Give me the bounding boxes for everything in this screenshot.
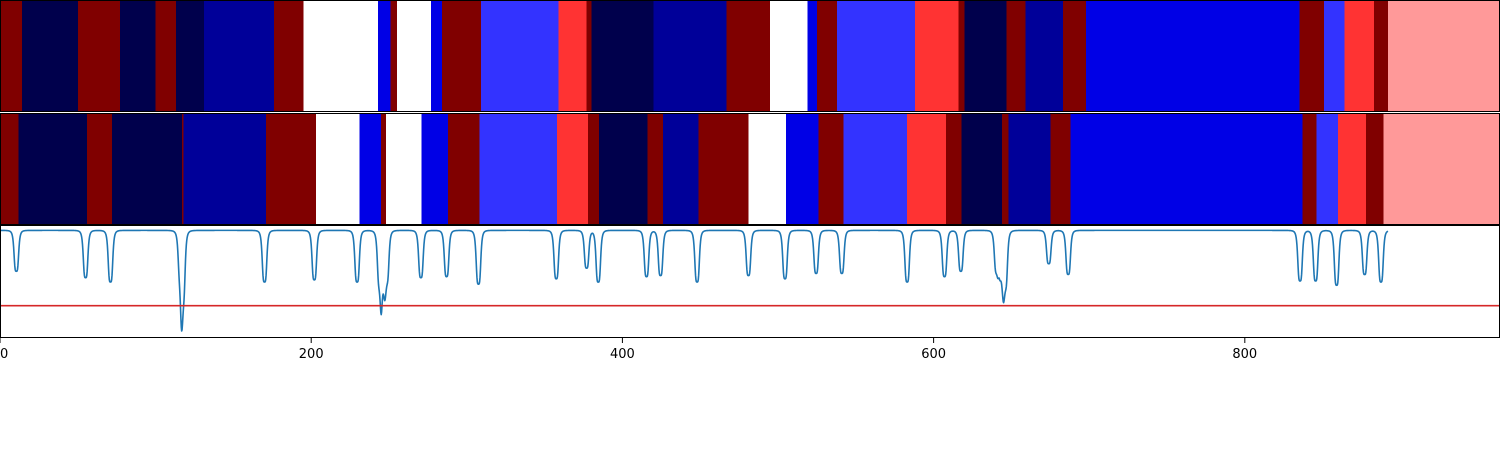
heatmap-cell	[914, 0, 959, 112]
heatmap-cell	[112, 113, 183, 225]
heatmap-cell	[1062, 0, 1087, 112]
heatmap-cell	[770, 0, 808, 112]
heatmap-cell	[1302, 113, 1317, 225]
heatmap-cell	[441, 0, 482, 112]
heatmap-cell	[1366, 113, 1384, 225]
heatmap-cell	[396, 0, 432, 112]
heatmap-cell	[586, 0, 592, 112]
heatmap-cell	[558, 0, 588, 112]
heatmap-cell	[726, 0, 771, 112]
heatmap-cell	[1086, 0, 1300, 112]
heatmap-cell	[748, 113, 787, 225]
heatmap-cell	[378, 0, 391, 112]
heatmap-cell	[591, 0, 654, 112]
heatmap-cell	[961, 113, 1003, 225]
heatmap-cell	[1006, 0, 1026, 112]
heatmap-cell	[175, 0, 205, 112]
heatmap-cell	[77, 0, 121, 112]
x-axis: 0 200 400 600 800	[0, 338, 1257, 362]
heatmap-cell	[662, 113, 700, 225]
heatmap-cell	[1070, 113, 1303, 225]
heatmap-cell	[599, 113, 648, 225]
heatmap-cell	[946, 113, 963, 225]
signal-panel	[0, 229, 1500, 332]
heatmap-cell	[1344, 0, 1375, 112]
heatmap-cell	[1324, 0, 1345, 112]
x-tick-label: 0	[0, 347, 8, 362]
heatmap-cell	[381, 113, 387, 225]
heatmap-cell	[203, 0, 275, 112]
heatmap-cell	[958, 0, 966, 112]
x-tick-label: 800	[1232, 347, 1257, 362]
heatmap-cell	[653, 0, 728, 112]
x-tick-label: 400	[610, 347, 635, 362]
heatmap-cell	[1373, 0, 1389, 112]
heatmap-cell	[698, 113, 749, 225]
heatmap-cell	[837, 0, 916, 112]
heatmap-cell	[0, 113, 20, 225]
heatmap-cell	[21, 0, 79, 112]
heatmap-cell	[183, 113, 267, 225]
heatmap-cell	[315, 113, 360, 225]
heatmap-cell	[588, 113, 600, 225]
signal-line	[0, 229, 1389, 332]
heatmap-cell	[1316, 113, 1339, 225]
x-tick-label: 200	[299, 347, 324, 362]
heatmap-cell	[431, 0, 443, 112]
heatmap-cell	[87, 113, 113, 225]
heatmap-cell	[1383, 113, 1500, 225]
heatmap-band-middle	[0, 113, 1500, 225]
heatmap-cell	[647, 113, 664, 225]
heatmap-cell	[907, 113, 947, 225]
heatmap-cell	[818, 113, 844, 225]
heatmap-cell	[964, 0, 1008, 112]
heatmap-cell	[557, 113, 589, 225]
heatmap-cell	[18, 113, 88, 225]
heatmap-cell	[1338, 113, 1367, 225]
heatmap-cell	[182, 113, 185, 225]
heatmap-cell	[390, 0, 398, 112]
x-tick-label: 600	[921, 347, 946, 362]
heatmap-band-top	[0, 0, 1500, 112]
heatmap-cell	[843, 113, 908, 225]
heatmap-cell	[421, 113, 449, 225]
heatmap-cell	[1050, 113, 1071, 225]
heatmap-cell	[155, 0, 177, 112]
heatmap-cell	[1008, 113, 1051, 225]
panel-frame	[0, 225, 1500, 338]
heatmap-cell	[448, 113, 480, 225]
heatmap-cell	[266, 113, 317, 225]
heatmap-cell	[119, 0, 157, 112]
heatmap-cell	[785, 113, 819, 225]
heatmap-cell	[303, 0, 379, 112]
heatmap-cell	[273, 0, 304, 112]
heatmap-cell	[479, 113, 558, 225]
heatmap-cell	[1025, 0, 1064, 112]
heatmap-cell	[807, 0, 818, 112]
heatmap-cell	[1002, 113, 1009, 225]
heatmap-cell	[0, 0, 23, 112]
heatmap-cell	[359, 113, 382, 225]
heatmap-cell	[480, 0, 560, 112]
heatmap-cell	[1299, 0, 1325, 112]
heatmap-cell	[1387, 0, 1500, 112]
heatmap-cell	[816, 0, 838, 112]
heatmap-cell	[385, 113, 423, 225]
